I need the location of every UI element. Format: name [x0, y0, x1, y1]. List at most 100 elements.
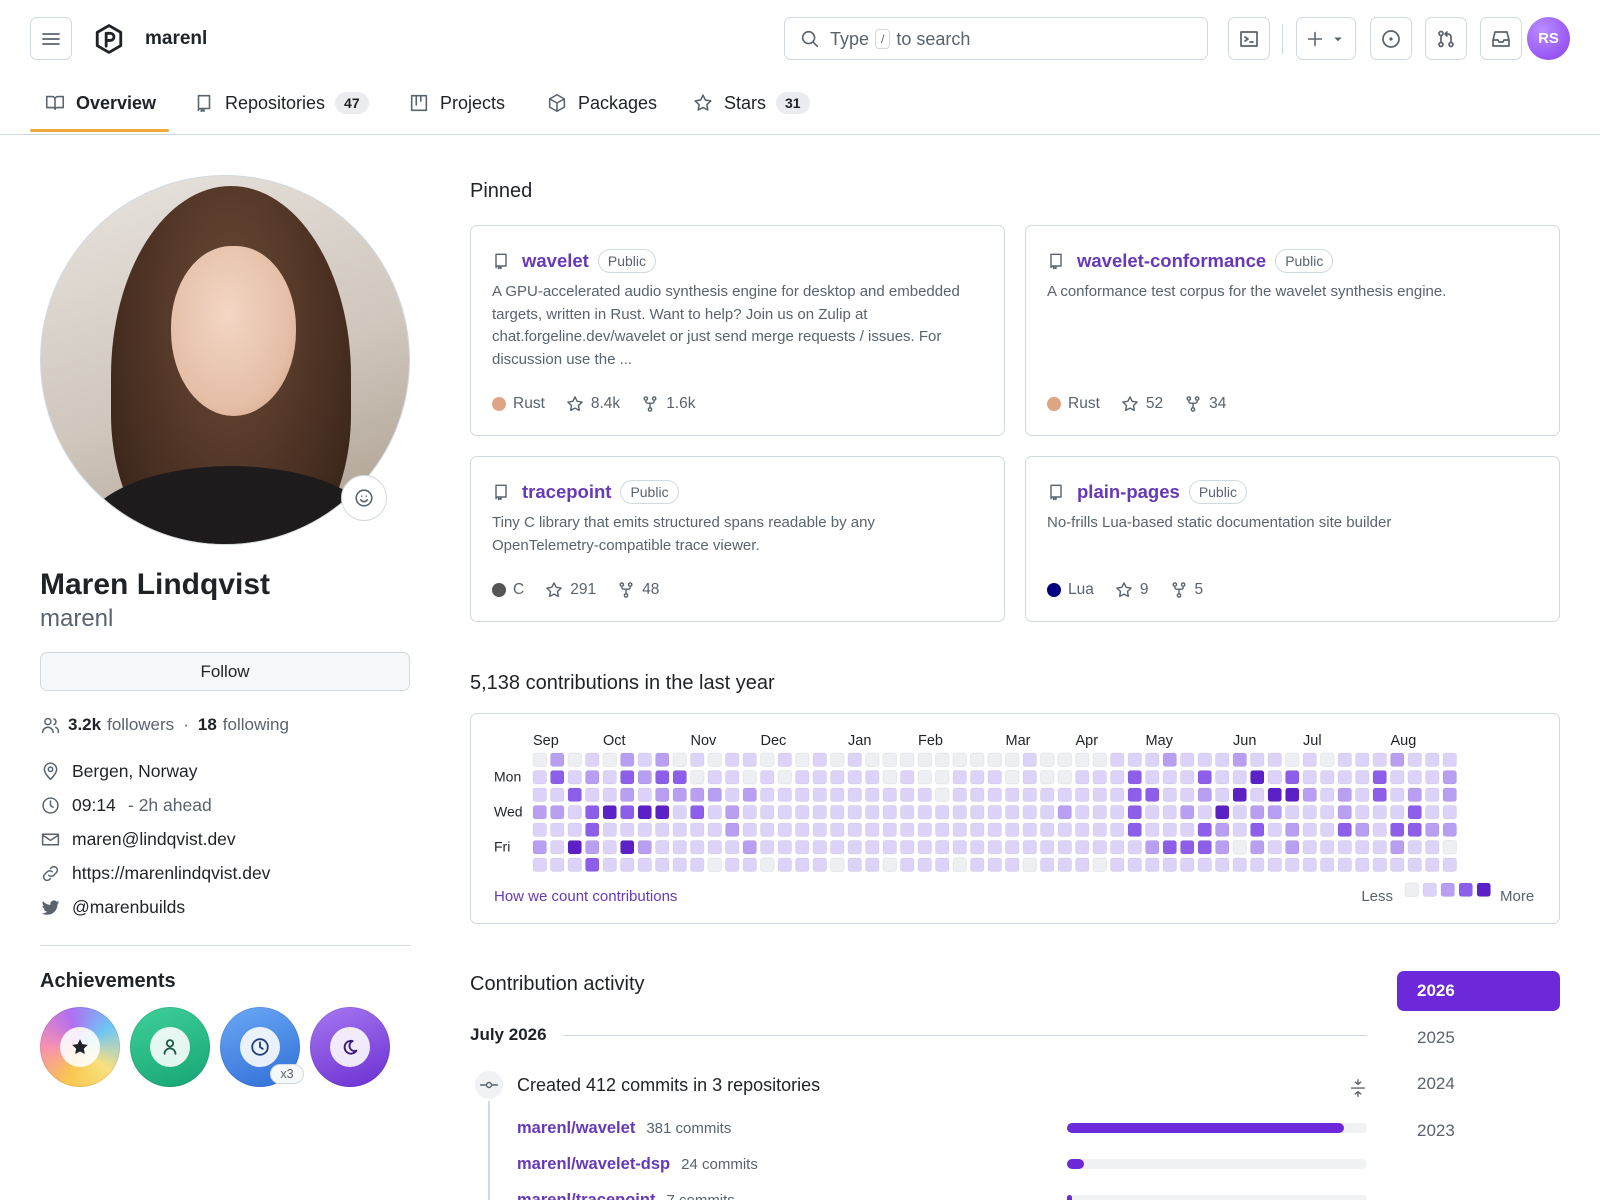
contribution-day[interactable]: [620, 857, 635, 872]
contribution-day[interactable]: [1092, 752, 1107, 767]
contribution-day[interactable]: [585, 787, 600, 802]
contribution-day[interactable]: [1302, 822, 1317, 837]
contribution-day[interactable]: [1285, 805, 1300, 820]
contribution-day[interactable]: [795, 857, 810, 872]
contribution-day[interactable]: [1040, 857, 1055, 872]
contribution-day[interactable]: [987, 805, 1002, 820]
contribution-day[interactable]: [1092, 770, 1107, 785]
contribution-day[interactable]: [1057, 752, 1072, 767]
contribution-day[interactable]: [567, 805, 582, 820]
contribution-day[interactable]: [970, 822, 985, 837]
contribution-day[interactable]: [760, 840, 775, 855]
contribution-day[interactable]: [847, 822, 862, 837]
contribution-day[interactable]: [777, 770, 792, 785]
contribution-day[interactable]: [550, 857, 565, 872]
contribution-day[interactable]: [1215, 770, 1230, 785]
contribution-day[interactable]: [1337, 787, 1352, 802]
contribution-day[interactable]: [1145, 770, 1160, 785]
contribution-day[interactable]: [532, 770, 547, 785]
contribution-day[interactable]: [1355, 752, 1370, 767]
contribution-day[interactable]: [637, 857, 652, 872]
contribution-day[interactable]: [1355, 805, 1370, 820]
contribution-day[interactable]: [1180, 770, 1195, 785]
contribution-day[interactable]: [620, 770, 635, 785]
contribution-day[interactable]: [742, 752, 757, 767]
contribution-day[interactable]: [1040, 805, 1055, 820]
contribution-day[interactable]: [865, 787, 880, 802]
contribution-day[interactable]: [1285, 822, 1300, 837]
contribution-day[interactable]: [917, 752, 932, 767]
contribution-day[interactable]: [935, 770, 950, 785]
contribution-day[interactable]: [532, 805, 547, 820]
contribution-day[interactable]: [1145, 805, 1160, 820]
contribution-day[interactable]: [865, 822, 880, 837]
contribution-day[interactable]: [672, 857, 687, 872]
contribution-day[interactable]: [1127, 857, 1142, 872]
contribution-day[interactable]: [1040, 752, 1055, 767]
contribution-day[interactable]: [1337, 770, 1352, 785]
contribution-day[interactable]: [1092, 805, 1107, 820]
contribution-day[interactable]: [707, 787, 722, 802]
contribution-day[interactable]: [1355, 822, 1370, 837]
contribution-day[interactable]: [812, 787, 827, 802]
profile-detail[interactable]: @marenbuilds: [72, 897, 186, 917]
contribution-day[interactable]: [1040, 770, 1055, 785]
contribution-day[interactable]: [550, 770, 565, 785]
contribution-day[interactable]: [1442, 805, 1457, 820]
contribution-day[interactable]: [777, 752, 792, 767]
contribution-day[interactable]: [1215, 822, 1230, 837]
contribution-day[interactable]: [830, 787, 845, 802]
contribution-day[interactable]: [1337, 805, 1352, 820]
year-button[interactable]: 2025: [1417, 1028, 1455, 1047]
contribution-day[interactable]: [550, 805, 565, 820]
contribution-day[interactable]: [1320, 805, 1335, 820]
following-label[interactable]: following: [222, 715, 289, 734]
profile-detail[interactable]: https://marenlindqvist.dev: [72, 863, 271, 883]
repo-name[interactable]: tracepoint: [522, 481, 612, 502]
contribution-day[interactable]: [1075, 752, 1090, 767]
contribution-day[interactable]: [532, 840, 547, 855]
contribution-day[interactable]: [690, 857, 705, 872]
contribution-day[interactable]: [742, 822, 757, 837]
repo-stars[interactable]: 52: [1145, 395, 1164, 412]
contribution-day[interactable]: [987, 857, 1002, 872]
contribution-day[interactable]: [952, 840, 967, 855]
contribution-day[interactable]: [567, 840, 582, 855]
contribution-day[interactable]: [1022, 822, 1037, 837]
contribution-day[interactable]: [1022, 805, 1037, 820]
contribution-day[interactable]: [1302, 752, 1317, 767]
year-button[interactable]: 2026: [1397, 971, 1560, 1011]
contribution-day[interactable]: [830, 770, 845, 785]
contribution-day[interactable]: [1215, 805, 1230, 820]
contribution-day[interactable]: [952, 770, 967, 785]
contribution-day[interactable]: [847, 840, 862, 855]
contribution-day[interactable]: [970, 752, 985, 767]
contribution-day[interactable]: [602, 822, 617, 837]
contribution-day[interactable]: [882, 805, 897, 820]
contribution-day[interactable]: [1127, 752, 1142, 767]
contribution-day[interactable]: [1162, 770, 1177, 785]
contribution-day[interactable]: [812, 822, 827, 837]
contribution-day[interactable]: [900, 822, 915, 837]
contribution-day[interactable]: [847, 752, 862, 767]
contribution-day[interactable]: [1127, 805, 1142, 820]
contribution-day[interactable]: [1005, 805, 1020, 820]
contribution-day[interactable]: [1407, 822, 1422, 837]
contribution-day[interactable]: [742, 787, 757, 802]
contribution-day[interactable]: [690, 805, 705, 820]
contribution-day[interactable]: [707, 752, 722, 767]
contribution-day[interactable]: [690, 822, 705, 837]
contribution-day[interactable]: [1267, 822, 1282, 837]
contribution-day[interactable]: [1390, 822, 1405, 837]
contribution-day[interactable]: [1302, 770, 1317, 785]
user-avatar[interactable]: RS: [1527, 17, 1570, 60]
contribution-day[interactable]: [1285, 840, 1300, 855]
contribution-day[interactable]: [1057, 857, 1072, 872]
contribution-day[interactable]: [987, 822, 1002, 837]
contribution-day[interactable]: [1197, 787, 1212, 802]
contribution-day[interactable]: [1390, 770, 1405, 785]
contribution-day[interactable]: [1425, 857, 1440, 872]
contribution-day[interactable]: [917, 805, 932, 820]
contribution-day[interactable]: [1022, 752, 1037, 767]
contribution-day[interactable]: [1372, 857, 1387, 872]
